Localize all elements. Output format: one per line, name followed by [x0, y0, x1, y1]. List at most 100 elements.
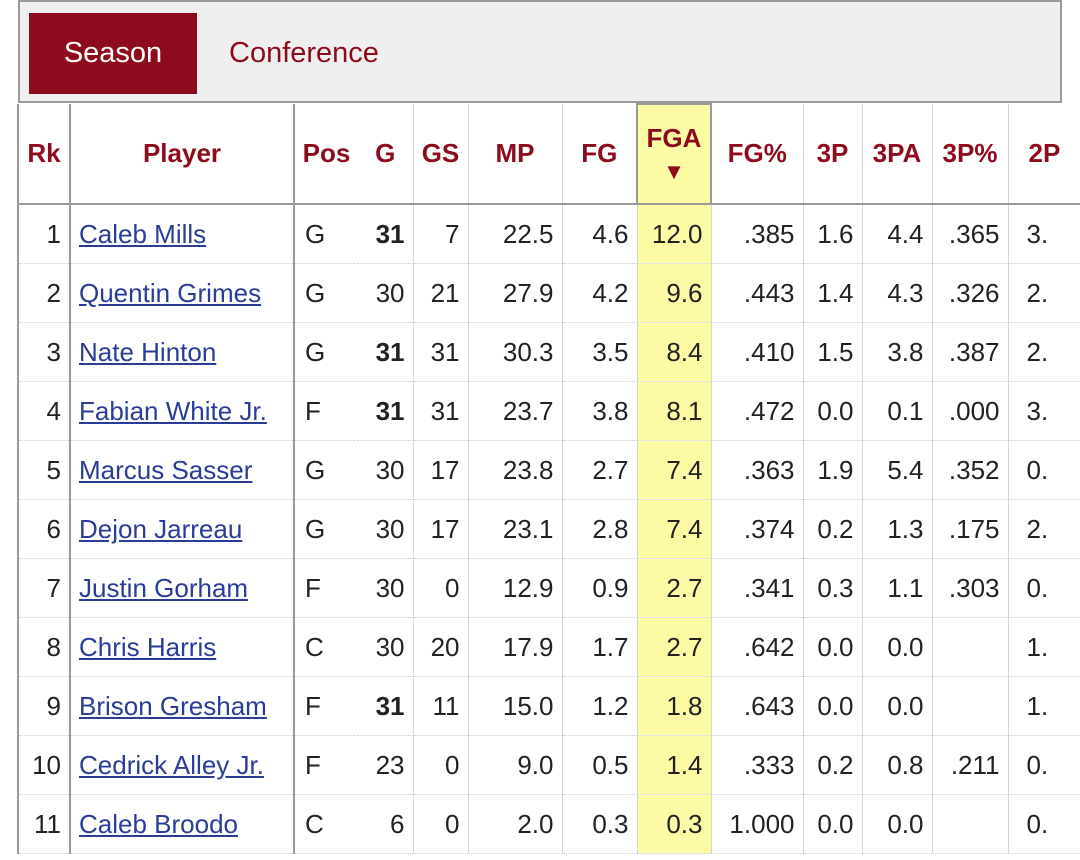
header-g[interactable]: G [358, 104, 414, 205]
player-link[interactable]: Justin Gorham [79, 572, 249, 603]
cell-3p: 1.6 [803, 204, 863, 264]
cell-2p: 2. [1008, 499, 1080, 559]
cell-3p-pct [932, 617, 1009, 677]
table-row: 11 Caleb Broodo C 6 0 2.0 0.3 0.3 1.000 0.0 0.0 0. [17, 794, 1080, 854]
cell-mp: 2.0 [468, 794, 563, 854]
cell-3p-pct [932, 794, 1009, 854]
table-row: 6 Dejon Jarreau G 30 17 23.1 2.8 7.4.374 0.2 1.3.… [17, 499, 1080, 559]
cell-fg: 0.3 [562, 794, 637, 854]
cell-3p: 0.0 [803, 381, 863, 441]
cell-rk: 4 [17, 381, 71, 441]
table-row: 8 Chris Harris C 30 20 17.9 1.7 2.7.642 0.0 0.0 1. [17, 617, 1080, 677]
cell-player: Dejon Jarreau [70, 499, 295, 559]
cell-3pa: 1.1 [862, 558, 933, 618]
header-pos[interactable]: Pos [294, 104, 358, 205]
cell-fga: 2.7 [636, 558, 712, 618]
header-fg[interactable]: FG [562, 104, 637, 205]
cell-3pa: 0.0 [862, 676, 933, 736]
table-row: 7 Justin Gorham F 30 0 12.9 0.9 2.7.341 0.3 1.1.3… [17, 558, 1080, 618]
cell-3p-pct: .303 [932, 558, 1009, 618]
player-link[interactable]: Nate Hinton [79, 336, 217, 367]
cell-fga: 0.3 [636, 794, 712, 854]
cell-rk: 7 [17, 558, 71, 618]
cell-pos: F [294, 735, 358, 795]
cell-fga: 12.0 [636, 204, 712, 264]
cell-fg-pct: .410 [711, 322, 804, 382]
cell-gs: 31 [413, 381, 469, 441]
player-link[interactable]: Caleb Broodo [79, 808, 238, 839]
cell-pos: F [294, 558, 358, 618]
cell-3pa: 0.1 [862, 381, 933, 441]
cell-player: Justin Gorham [70, 558, 295, 618]
cell-pos: C [294, 794, 358, 854]
cell-gs: 11 [413, 676, 469, 736]
header-player[interactable]: Player [70, 104, 295, 205]
header-rk[interactable]: Rk [17, 104, 71, 205]
cell-mp: 9.0 [468, 735, 563, 795]
cell-3p: 0.3 [803, 558, 863, 618]
player-link[interactable]: Dejon Jarreau [79, 513, 243, 544]
header-3pa[interactable]: 3PA [862, 104, 933, 205]
cell-gs: 17 [413, 499, 469, 559]
cell-fg-pct: .374 [711, 499, 804, 559]
cell-2p: 3. [1008, 204, 1080, 264]
tab-conference[interactable]: Conference [229, 37, 379, 69]
cell-2p: 0. [1008, 735, 1080, 795]
cell-3p: 0.2 [803, 499, 863, 559]
tab-season[interactable]: Season [29, 13, 197, 94]
cell-2p: 2. [1008, 322, 1080, 382]
cell-mp: 23.8 [468, 440, 563, 500]
cell-2p: 1. [1008, 676, 1080, 736]
cell-3p-pct: .000 [932, 381, 1009, 441]
cell-fga: 8.4 [636, 322, 712, 382]
stats-table-container[interactable]: Rk Player Pos G GS MP FG FGA ▼ FG% 3P 3P… [17, 103, 1080, 860]
cell-fga: 2.7 [636, 617, 712, 677]
cell-fg: 2.8 [562, 499, 637, 559]
player-link[interactable]: Marcus Sasser [79, 454, 253, 485]
player-link[interactable]: Brison Gresham [79, 690, 267, 721]
cell-fg: 3.5 [562, 322, 637, 382]
cell-fg-pct: .642 [711, 617, 804, 677]
sort-desc-icon: ▼ [663, 159, 685, 184]
cell-gs: 31 [413, 322, 469, 382]
player-link[interactable]: Chris Harris [79, 631, 217, 662]
cell-3pa: 0.8 [862, 735, 933, 795]
player-link[interactable]: Caleb Mills [79, 218, 207, 249]
cell-fg: 0.5 [562, 735, 637, 795]
player-link[interactable]: Cedrick Alley Jr. [79, 749, 264, 780]
cell-rk: 9 [17, 676, 71, 736]
cell-3pa: 4.3 [862, 263, 933, 323]
header-gs[interactable]: GS [413, 104, 469, 205]
cell-player: Marcus Sasser [70, 440, 295, 500]
header-3p-pct[interactable]: 3P% [932, 104, 1009, 205]
cell-3p: 1.9 [803, 440, 863, 500]
cell-pos: F [294, 676, 358, 736]
header-fga[interactable]: FGA ▼ [636, 103, 712, 205]
header-fg-pct[interactable]: FG% [711, 104, 804, 205]
cell-fga: 8.1 [636, 381, 712, 441]
cell-fg: 2.7 [562, 440, 637, 500]
cell-2p: 0. [1008, 440, 1080, 500]
cell-g: 30 [358, 499, 414, 559]
header-3p[interactable]: 3P [803, 104, 863, 205]
cell-g: 30 [358, 617, 414, 677]
header-mp[interactable]: MP [468, 104, 563, 205]
table-body: 1 Caleb Mills G 31 7 22.5 4.6 12.0.385 1.6 4.4.36… [17, 204, 1080, 854]
cell-gs: 21 [413, 263, 469, 323]
cell-gs: 7 [413, 204, 469, 264]
header-2p[interactable]: 2P [1008, 104, 1080, 205]
cell-rk: 11 [17, 794, 71, 854]
cell-3p: 1.5 [803, 322, 863, 382]
cell-player: Cedrick Alley Jr. [70, 735, 295, 795]
player-link[interactable]: Fabian White Jr. [79, 395, 267, 426]
cell-rk: 8 [17, 617, 71, 677]
table-row: 10 Cedrick Alley Jr. F 23 0 9.0 0.5 1.4.333 0.2 0… [17, 735, 1080, 795]
cell-3p: 0.0 [803, 676, 863, 736]
cell-2p: 2. [1008, 263, 1080, 323]
cell-fga: 9.6 [636, 263, 712, 323]
cell-gs: 0 [413, 558, 469, 618]
cell-3pa: 3.8 [862, 322, 933, 382]
player-link[interactable]: Quentin Grimes [79, 277, 262, 308]
cell-player: Quentin Grimes [70, 263, 295, 323]
cell-3p: 0.0 [803, 794, 863, 854]
